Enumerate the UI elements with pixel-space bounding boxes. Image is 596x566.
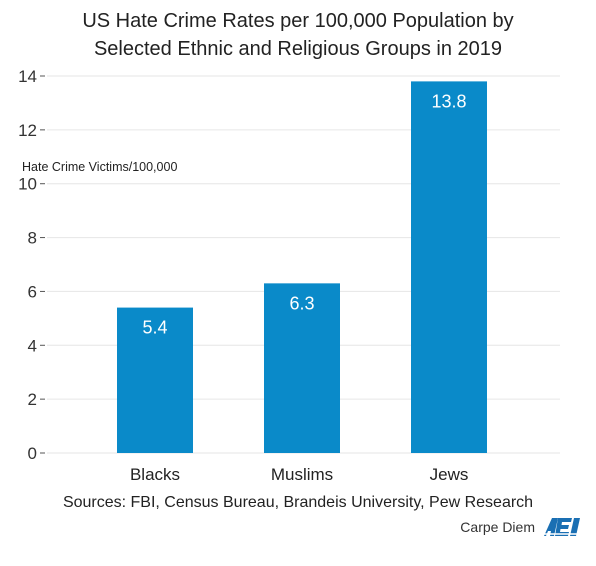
- y-tick-label: 8: [28, 229, 37, 248]
- data-label: 5.4: [142, 318, 167, 338]
- y-tick-label: 0: [28, 444, 37, 463]
- x-tick-label: Muslims: [271, 465, 333, 484]
- bar-muslims: [264, 283, 340, 453]
- aei-logo: [541, 518, 583, 536]
- y-tick-label: 12: [18, 121, 37, 140]
- y-tick-label: 4: [28, 336, 37, 355]
- y-tick-label: 2: [28, 390, 37, 409]
- data-label: 13.8: [431, 91, 466, 111]
- x-tick-label: Jews: [430, 465, 469, 484]
- y-tick-label: 10: [18, 175, 37, 194]
- data-labels: 5.4 6.3 13.8: [142, 91, 466, 337]
- x-axis-tick-labels: Blacks Muslims Jews: [130, 465, 468, 484]
- y-axis: 0 2 4 6 8 10 12 14: [18, 67, 45, 463]
- brand: Carpe Diem: [460, 516, 584, 538]
- bar-jews: [411, 81, 487, 453]
- chart-title: US Hate Crime Rates per 100,000 Populati…: [82, 10, 514, 32]
- y-tick-label: 6: [28, 282, 37, 301]
- x-tick-label: Blacks: [130, 465, 180, 484]
- sources-note: Sources: FBI, Census Bureau, Brandeis Un…: [62, 494, 534, 511]
- bars: [117, 81, 487, 453]
- bar-blacks: [117, 307, 193, 453]
- data-label: 6.3: [289, 293, 314, 313]
- y-tick-label: 14: [18, 67, 37, 86]
- brand-text: Carpe Diem: [460, 519, 535, 535]
- chart-subtitle: Selected Ethnic and Religious Groups in …: [93, 38, 503, 60]
- y-axis-label: Hate Crime Victims/100,000: [22, 160, 178, 174]
